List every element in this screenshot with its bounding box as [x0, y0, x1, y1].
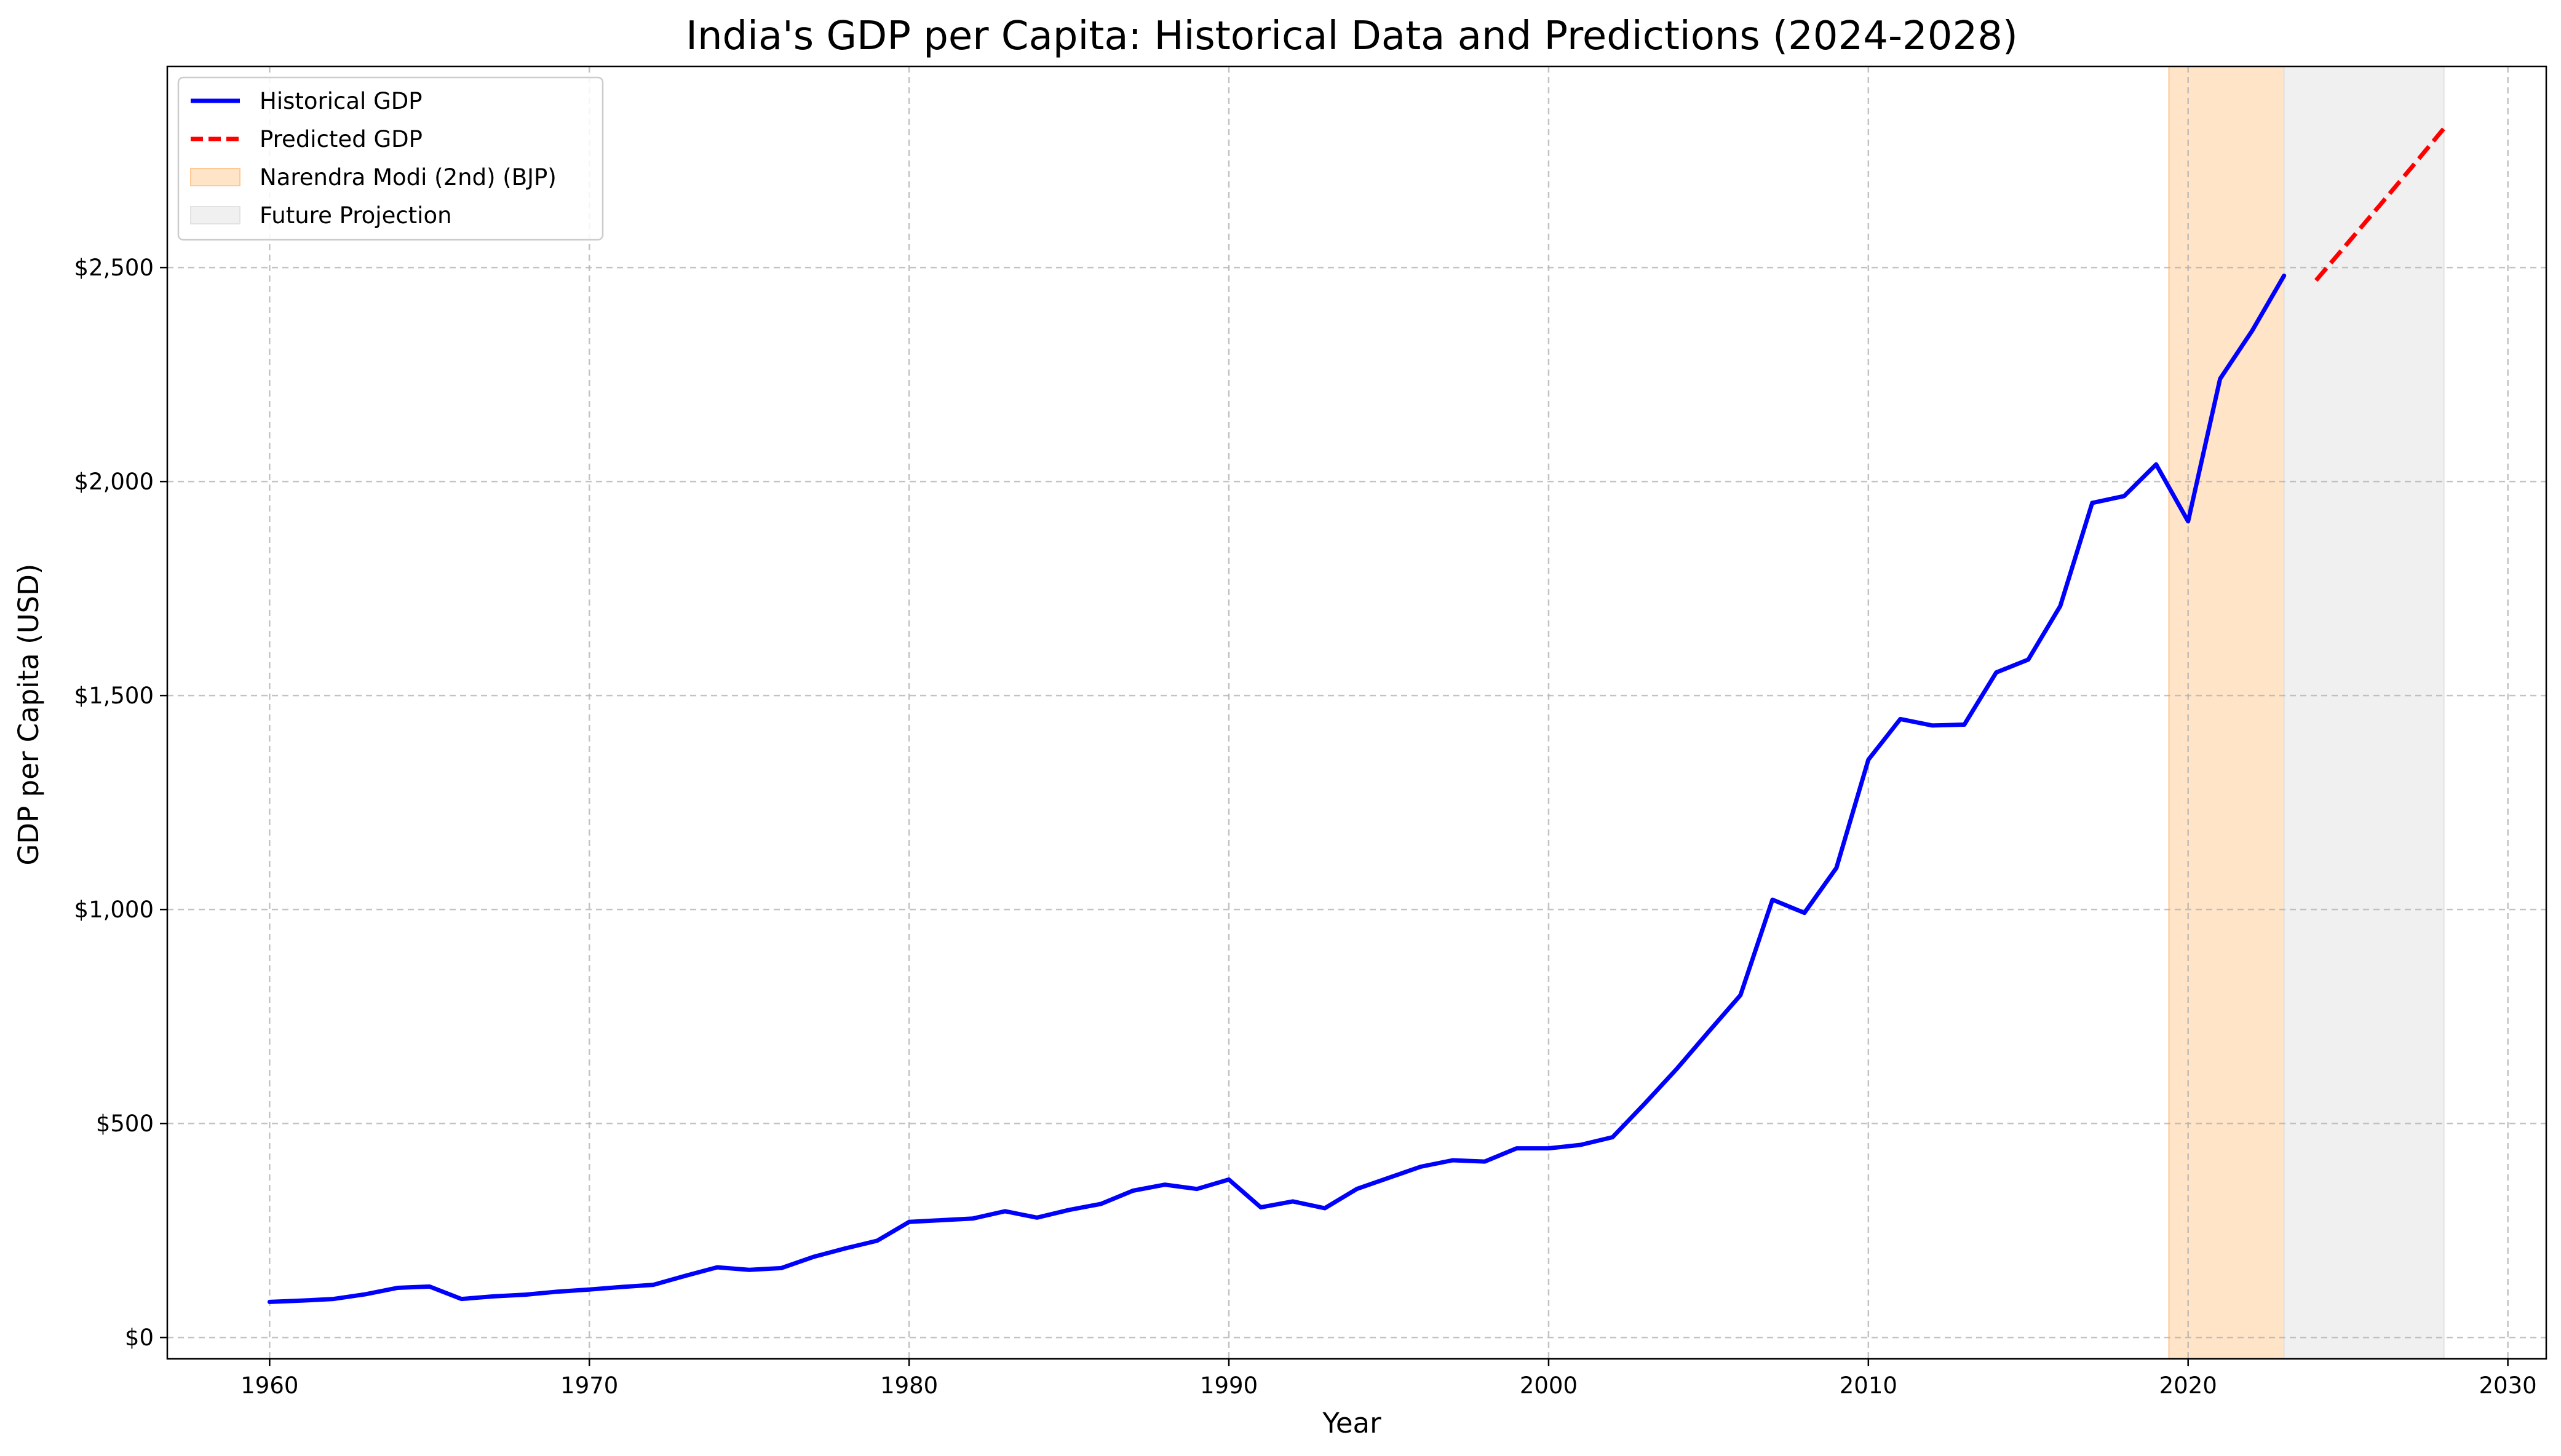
legend-predicted-label: Predicted GDP — [260, 126, 423, 152]
chart-title: India's GDP per Capita: Historical Data … — [686, 14, 2018, 59]
x-tick-label: 1960 — [240, 1372, 298, 1399]
span-future-projection — [2283, 66, 2445, 1359]
legend-modi-term-swatch — [190, 168, 240, 186]
x-tick-label: 1990 — [1200, 1372, 1258, 1399]
y-axis-label: GDP per Capita (USD) — [12, 564, 45, 866]
x-tick-label: 2030 — [2479, 1372, 2537, 1399]
x-tick-label: 2000 — [1520, 1372, 1578, 1399]
legend: Historical GDP Predicted GDP Narendra Modi… — [177, 76, 604, 241]
x-tick-label: 2020 — [2159, 1372, 2217, 1399]
x-tick-label: 2010 — [1840, 1372, 1897, 1399]
legend-modi-term-label: Narendra Modi (2nd) (BJP) — [260, 164, 557, 191]
y-tick-label: $1,000 — [74, 896, 154, 923]
plot-frame — [166, 65, 2547, 1360]
legend-historical-label: Historical GDP — [260, 88, 423, 114]
y-tick-label: $2,000 — [74, 469, 154, 495]
x-tick-label: 1980 — [880, 1372, 938, 1399]
x-tick-label: 1970 — [560, 1372, 618, 1399]
y-tick-label: $2,500 — [74, 255, 154, 281]
y-tick-label: $1,500 — [74, 682, 154, 709]
y-tick-label: $500 — [96, 1110, 154, 1137]
y-tick-label: $0 — [125, 1324, 154, 1351]
span-modi-term — [2168, 66, 2285, 1359]
legend-box — [177, 76, 604, 241]
historical-gdp-line — [267, 273, 2287, 1304]
legend-future-projection-swatch — [190, 206, 240, 224]
x-axis-label: Year — [1322, 1407, 1381, 1439]
legend-future-projection-label: Future Projection — [260, 202, 452, 229]
predicted-gdp-line — [2314, 127, 2446, 282]
